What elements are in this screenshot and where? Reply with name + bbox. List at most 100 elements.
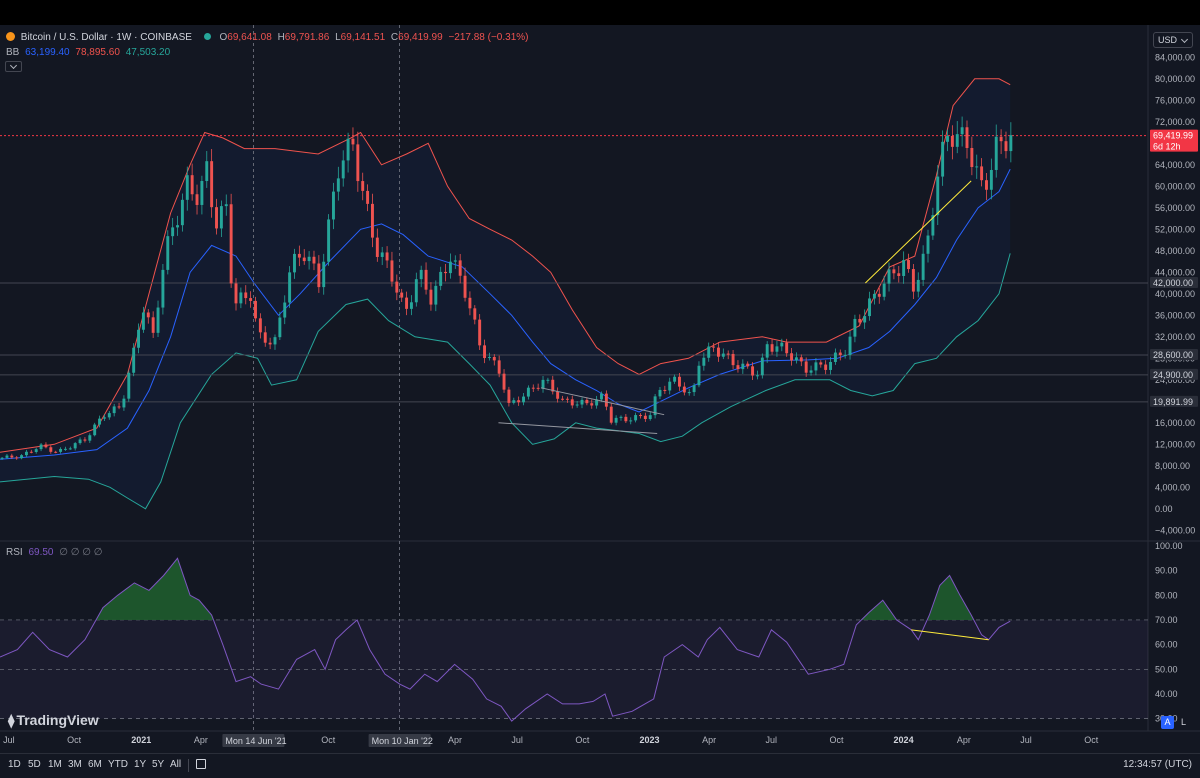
candle xyxy=(799,357,803,362)
timeframe-all[interactable]: All xyxy=(170,759,182,770)
timeframe-1d[interactable]: 1D xyxy=(8,759,21,770)
candle xyxy=(293,253,296,273)
candle xyxy=(921,253,925,280)
collapse-legend-button[interactable] xyxy=(5,61,22,72)
candle xyxy=(790,353,794,361)
candle xyxy=(673,376,677,382)
symbol-title[interactable]: Bitcoin / U.S. Dollar · 1W · COINBASE xyxy=(20,32,192,43)
candle xyxy=(370,203,374,238)
date-range-icon[interactable] xyxy=(196,759,206,769)
candle xyxy=(946,135,949,142)
candle xyxy=(307,256,311,262)
level-badge-4 xyxy=(1150,395,1198,407)
timeframe-3m[interactable]: 3M xyxy=(68,759,82,770)
candle xyxy=(390,260,394,282)
trendline-0 xyxy=(865,180,972,284)
candle xyxy=(697,365,701,386)
candle xyxy=(780,342,784,347)
candle xyxy=(809,370,813,373)
timeframe-6m[interactable]: 6M xyxy=(88,759,102,770)
candle xyxy=(73,443,77,449)
candle xyxy=(327,219,331,262)
candle xyxy=(936,176,940,216)
candle xyxy=(872,293,876,299)
price-axis-tick: 60,000.00 xyxy=(1155,181,1195,191)
candle xyxy=(102,417,106,419)
timeframe-1m[interactable]: 1M xyxy=(48,759,62,770)
level-badge-label: 24,900.00 xyxy=(1153,370,1193,380)
auto-scale-label: A xyxy=(1164,717,1171,727)
crosshair-date-label: Mon 10 Jan '22 xyxy=(372,736,433,746)
rsi-legend[interactable]: RSI 69.50 ∅ ∅ ∅ ∅ xyxy=(6,547,105,558)
candle xyxy=(755,375,759,377)
candle xyxy=(590,403,594,406)
crosshair-date-badge-1 xyxy=(368,734,431,747)
candle xyxy=(88,435,92,441)
timeframe-ytd[interactable]: YTD xyxy=(108,759,128,770)
candle xyxy=(687,392,691,394)
candle xyxy=(5,455,9,458)
candle xyxy=(926,235,930,254)
rsi-line xyxy=(0,557,1011,722)
timeframe-5d[interactable]: 5D xyxy=(28,759,41,770)
candle xyxy=(600,393,603,400)
candle xyxy=(804,361,808,373)
change-value: −217.88 (−0.31%) xyxy=(448,32,529,43)
price-axis-tick: 32,000.00 xyxy=(1155,332,1195,342)
candle xyxy=(444,271,448,274)
timeframe-1y[interactable]: 1Y xyxy=(134,759,147,770)
candle xyxy=(44,444,48,448)
candle xyxy=(678,376,681,387)
candle xyxy=(668,381,672,391)
candle xyxy=(707,346,711,358)
candle xyxy=(215,207,218,229)
candle xyxy=(970,147,974,168)
price-axis-tick: 12,000.00 xyxy=(1155,439,1195,449)
auto-scale-button[interactable]: A xyxy=(1161,716,1174,729)
crosshair-date-label: Mon 14 Jun '21 xyxy=(225,736,286,746)
candle xyxy=(702,357,706,366)
price-axis-tick: 4,000.00 xyxy=(1155,482,1190,492)
candle xyxy=(409,302,413,309)
candle xyxy=(224,204,228,207)
candle xyxy=(351,138,355,145)
candle xyxy=(473,308,477,320)
candle xyxy=(39,444,43,450)
candle xyxy=(619,416,623,418)
candle xyxy=(249,298,253,301)
candle xyxy=(483,345,487,359)
candle xyxy=(858,318,862,323)
candle xyxy=(156,307,160,333)
candle xyxy=(902,260,906,276)
candle xyxy=(453,260,457,262)
candle xyxy=(210,161,214,208)
candle xyxy=(375,237,379,257)
level-badge-3 xyxy=(1150,368,1198,380)
candle xyxy=(882,283,886,297)
candle xyxy=(93,424,97,436)
time-axis-tick: Oct xyxy=(1084,735,1099,745)
candle xyxy=(117,406,121,408)
candle xyxy=(526,387,530,397)
timeframe-5y[interactable]: 5Y xyxy=(152,759,165,770)
log-scale-button[interactable]: L xyxy=(1177,716,1190,729)
open-label: O xyxy=(219,32,228,43)
currency-button[interactable]: USD xyxy=(1153,32,1193,48)
tradingview-logo[interactable]: ⧫ TradingView xyxy=(8,712,99,729)
candle xyxy=(429,289,433,305)
time-axis-tick: Jul xyxy=(1020,735,1032,745)
candle xyxy=(639,415,642,417)
candle xyxy=(137,329,141,348)
candle xyxy=(24,451,28,456)
rsi-axis-tick: 100.00 xyxy=(1155,541,1183,551)
level-badge-2 xyxy=(1150,349,1198,361)
candle xyxy=(794,357,798,361)
candle xyxy=(107,413,111,418)
candle xyxy=(385,252,389,261)
candle xyxy=(317,263,321,288)
main-chart-svg[interactable]: 84,000.0080,000.0076,000.0072,000.0069,0… xyxy=(0,25,1200,753)
bb-legend[interactable]: BB 63,199.40 78,895.60 47,503.20 xyxy=(6,47,173,58)
candle xyxy=(205,161,209,182)
clock-display[interactable]: 12:34:57 (UTC) xyxy=(1123,759,1192,770)
candle xyxy=(575,404,579,406)
